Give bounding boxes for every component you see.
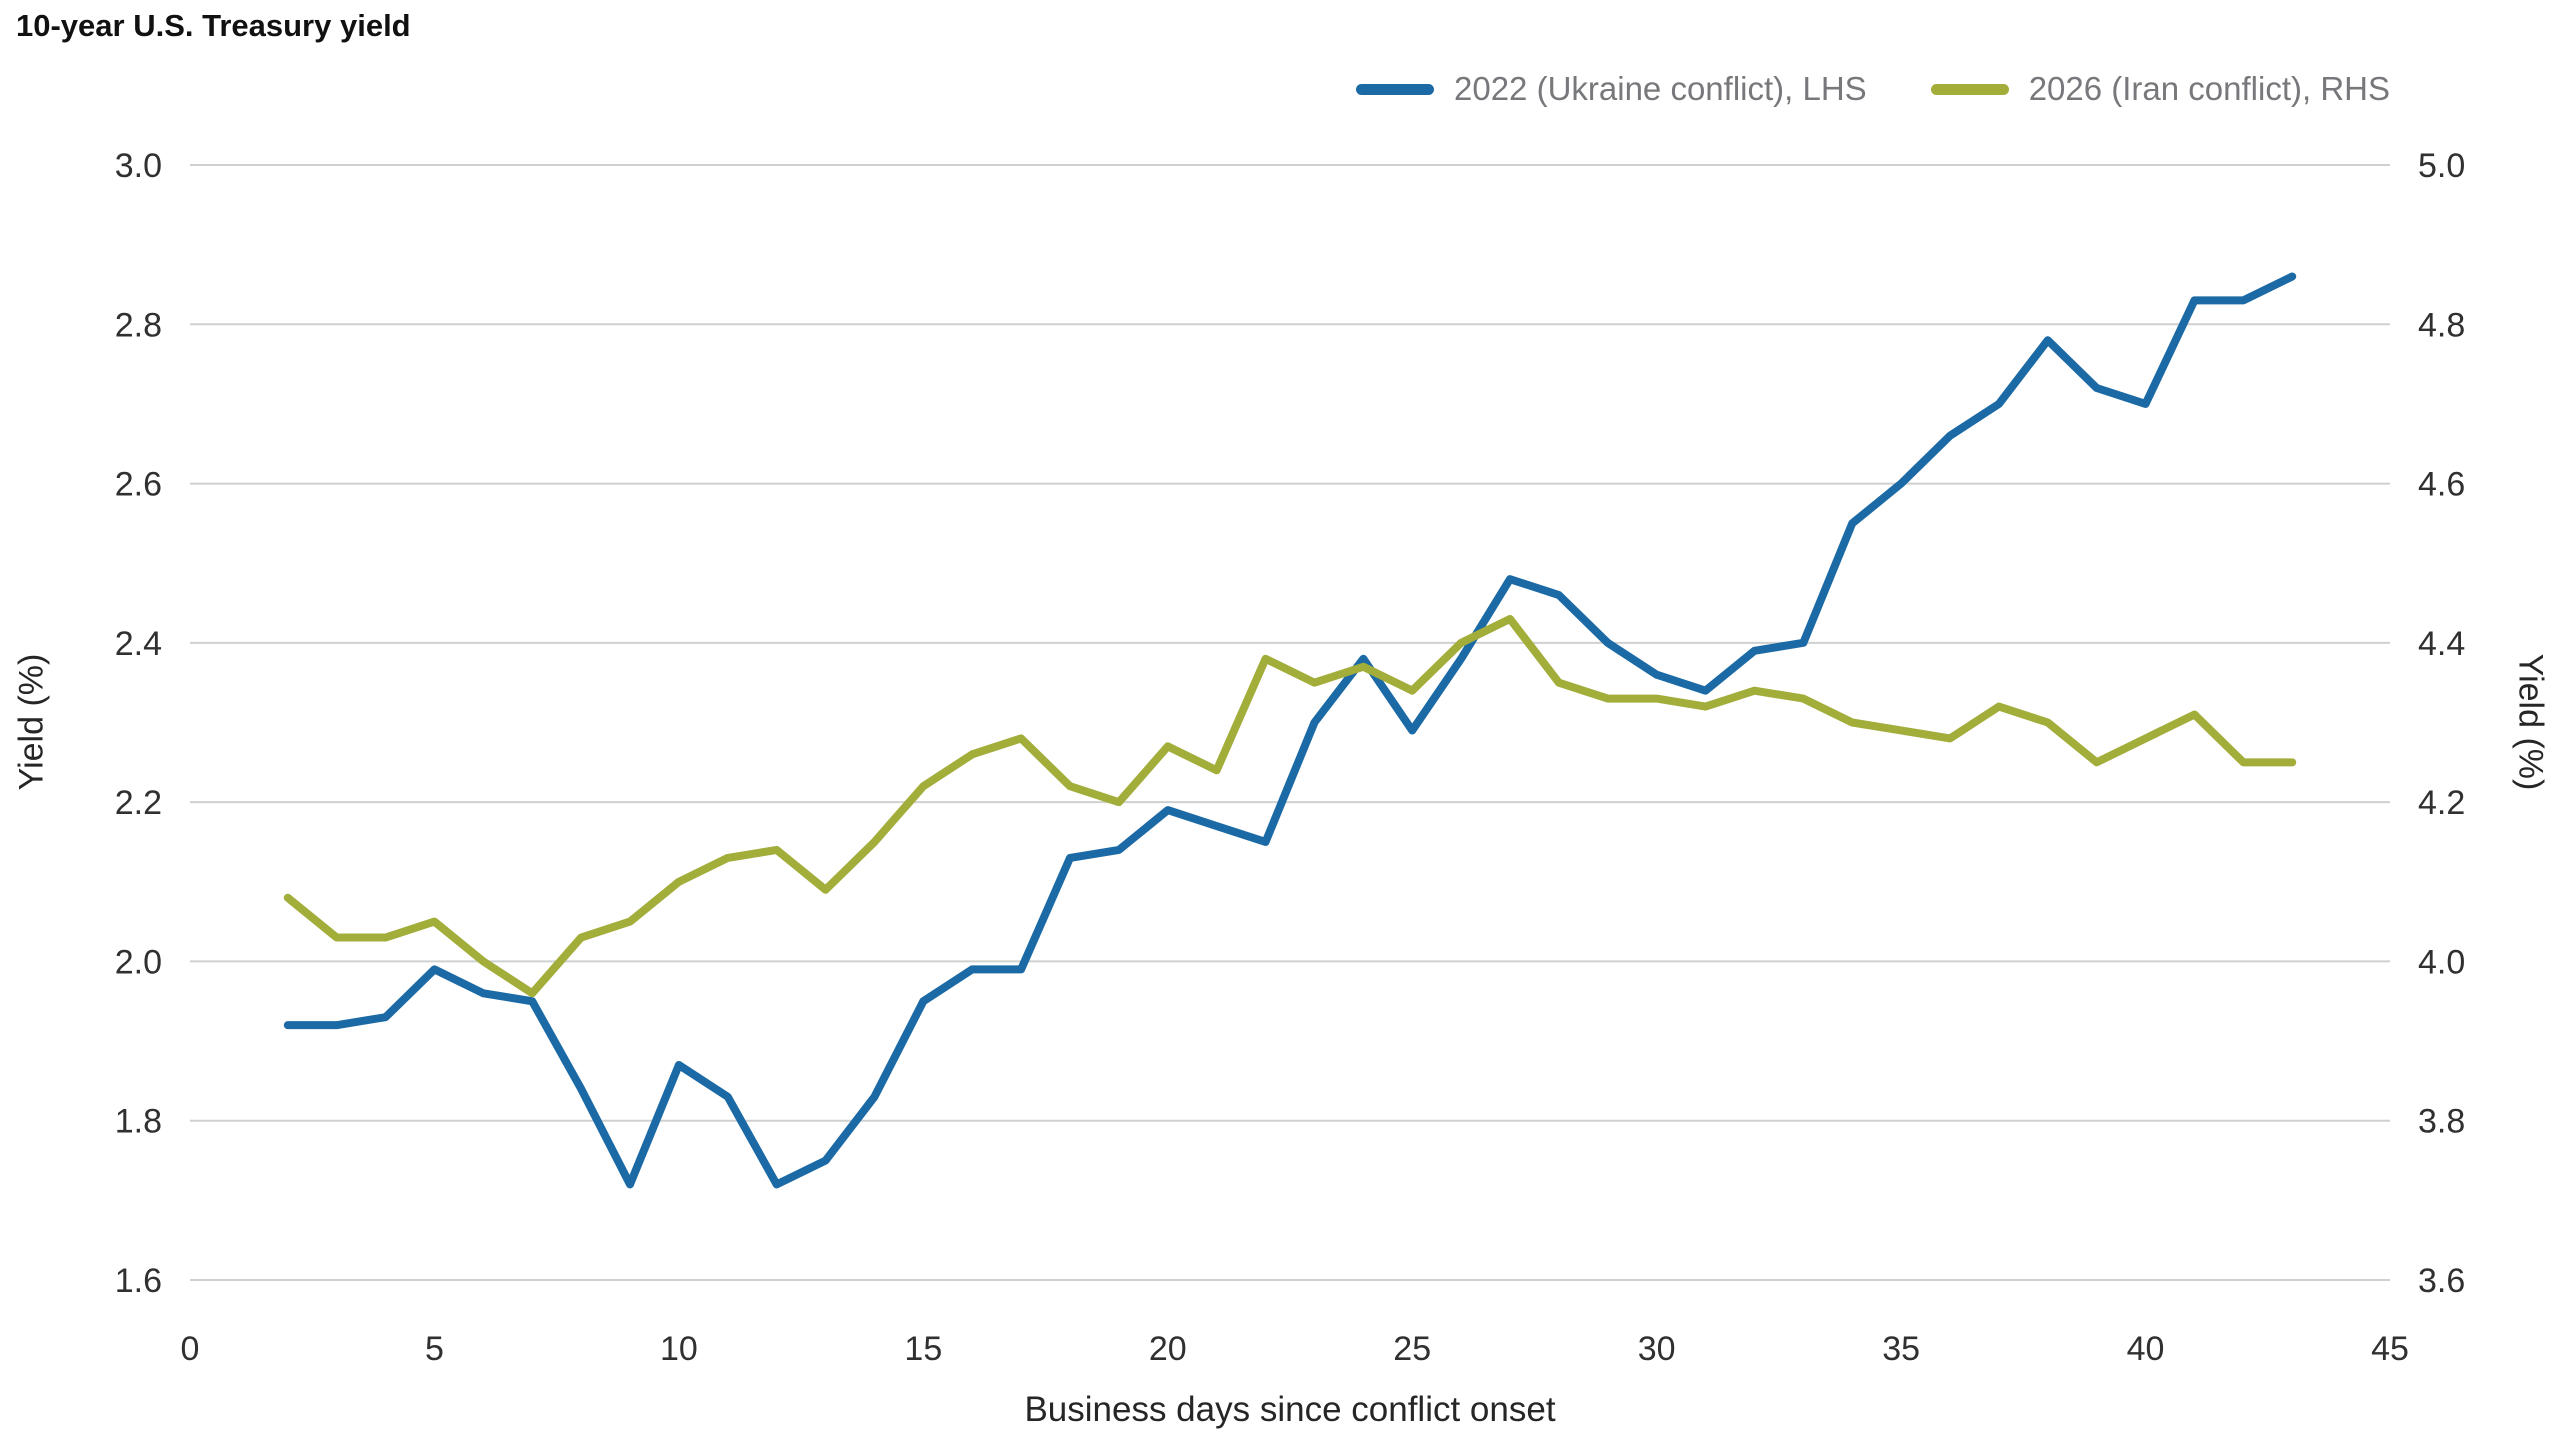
x-axis-title: Business days since conflict onset — [1024, 1390, 1556, 1429]
left-axis-tick-label: 2.4 — [115, 625, 162, 663]
x-axis-tick-label: 30 — [1638, 1330, 1676, 1368]
left-axis-tick-label: 2.0 — [115, 943, 162, 981]
legend-label-2026: 2026 (Iran conflict), RHS — [2028, 70, 2390, 107]
left-axis-tick-label: 2.8 — [115, 306, 162, 344]
x-axis-tick-label: 45 — [2371, 1330, 2409, 1368]
x-axis-tick-label: 5 — [425, 1330, 444, 1368]
series-line-2022-ukraine — [283, 272, 2297, 1189]
legend-swatch-2022 — [1356, 83, 1434, 95]
right-axis-tick-label: 4.4 — [2418, 625, 2465, 663]
left-axis-tick-label: 2.2 — [115, 784, 162, 822]
chart-legend: 2022 (Ukraine conflict), LHS 2026 (Iran … — [1356, 70, 2390, 108]
chart-title: 10-year U.S. Treasury yield — [16, 8, 411, 43]
series-line-2026-iran — [283, 614, 2297, 998]
x-axis-tick-label: 15 — [904, 1330, 942, 1368]
x-axis-tick-label: 40 — [2127, 1330, 2165, 1368]
right-axis-tick-label: 4.0 — [2418, 943, 2465, 981]
right-axis-tick-label: 3.8 — [2418, 1103, 2465, 1141]
x-axis-tick-label: 35 — [1882, 1330, 1920, 1368]
left-axis-tick-label: 2.6 — [115, 466, 162, 504]
y-axis-title-right: Yield (%) — [2511, 653, 2550, 791]
left-axis-tick-label: 3.0 — [115, 147, 162, 185]
x-axis-tick-label: 25 — [1393, 1330, 1431, 1368]
right-axis-tick-label: 4.2 — [2418, 784, 2465, 822]
right-axis-tick-label: 4.6 — [2418, 466, 2465, 504]
left-axis-tick-label: 1.8 — [115, 1103, 162, 1141]
y-axis-title-left: Yield (%) — [12, 653, 51, 791]
legend-item-2022: 2022 (Ukraine conflict), LHS — [1356, 70, 1867, 108]
x-axis-tick-label: 20 — [1149, 1330, 1187, 1368]
legend-label-2022: 2022 (Ukraine conflict), LHS — [1454, 70, 1867, 107]
left-axis-tick-label: 1.6 — [115, 1262, 162, 1300]
legend-item-2026: 2026 (Iran conflict), RHS — [1930, 70, 2390, 108]
legend-swatch-2026 — [1930, 83, 2009, 95]
x-axis-tick-label: 0 — [181, 1330, 200, 1368]
right-axis-tick-label: 5.0 — [2418, 147, 2465, 185]
right-axis-tick-label: 3.6 — [2418, 1262, 2465, 1300]
x-axis-tick-label: 10 — [660, 1330, 698, 1368]
right-axis-tick-label: 4.8 — [2418, 306, 2465, 344]
